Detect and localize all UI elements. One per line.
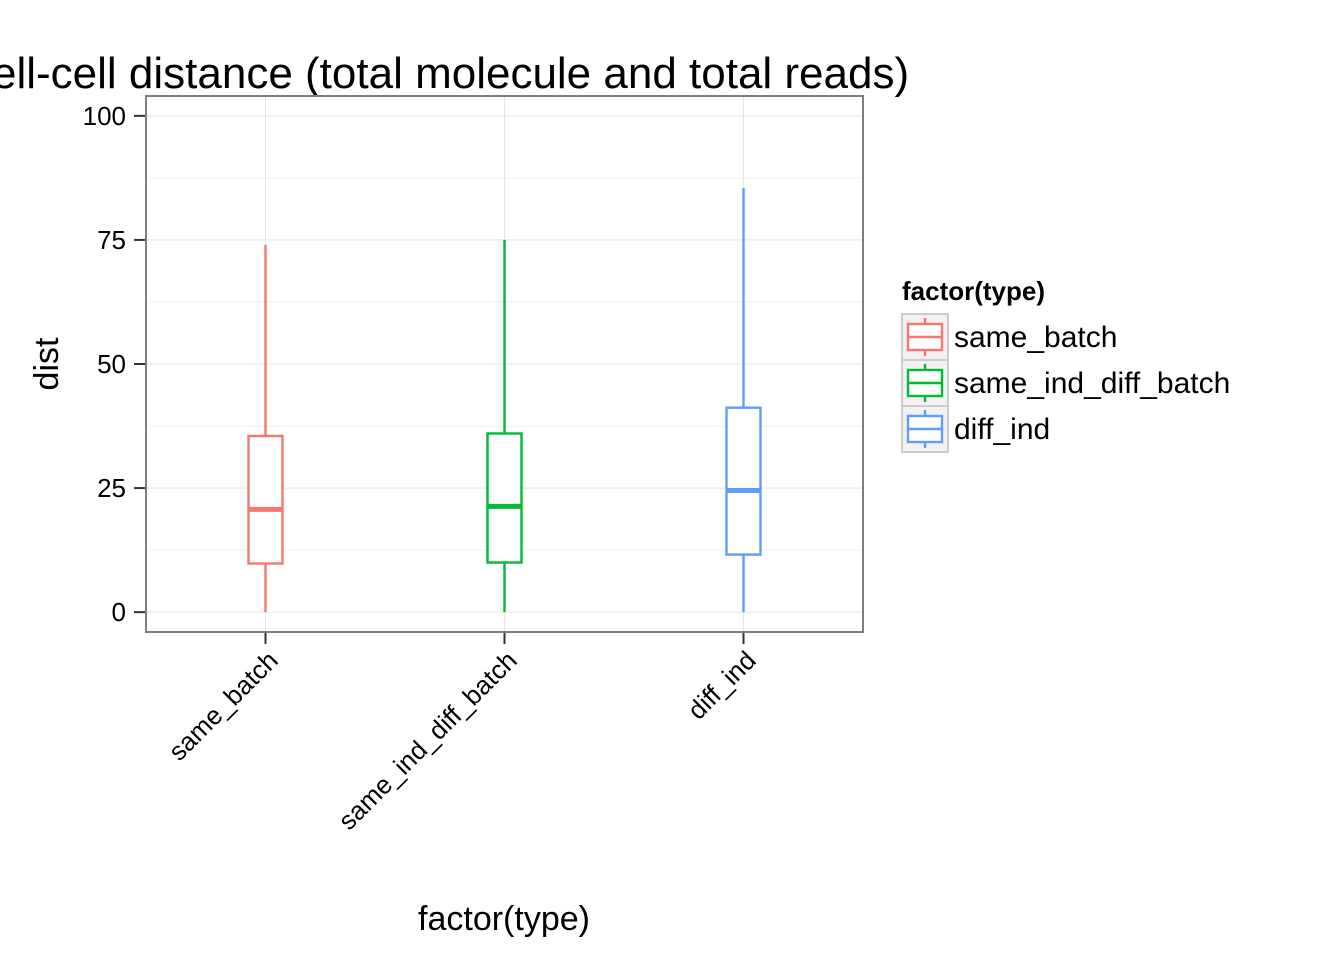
x-tick-label: same_ind_diff_batch	[332, 645, 523, 836]
iqr-box	[486, 432, 523, 564]
box-layer	[145, 95, 864, 633]
y-axis: 0 25 50 75 100	[83, 101, 146, 627]
y-tick-label: 100	[83, 101, 126, 131]
y-tick-label: 75	[97, 225, 126, 255]
panel-border	[145, 95, 864, 633]
y-tick-label: 0	[112, 597, 126, 627]
y-axis-title: dist	[28, 337, 66, 390]
legend-item-same_batch: same_batch	[901, 313, 1117, 361]
x-axis: same_batch same_ind_diff_batch diff_ind	[162, 632, 762, 836]
chart-title: ell-cell distance (total molecule and to…	[0, 49, 909, 98]
legend-item-diff_ind: diff_ind	[901, 405, 1050, 453]
x-tick-label: same_batch	[162, 645, 283, 766]
y-tick-label: 25	[97, 473, 126, 503]
x-tick-label: diff_ind	[682, 645, 762, 725]
legend: factor(type) same_batch same_ind_diff_bat…	[901, 276, 1230, 453]
legend-label: same_batch	[954, 321, 1117, 354]
iqr-box	[725, 406, 762, 556]
box-same_batch	[247, 244, 284, 613]
x-axis-title: factor(type)	[418, 900, 590, 938]
legend-label: diff_ind	[954, 413, 1050, 446]
box-diff_ind	[725, 187, 762, 613]
box-same_ind_diff_batch	[486, 239, 523, 613]
legend-label: same_ind_diff_batch	[954, 367, 1230, 400]
legend-item-same_ind_diff_batch: same_ind_diff_batch	[901, 359, 1230, 407]
iqr-box	[247, 434, 284, 565]
y-tick-label: 50	[97, 349, 126, 379]
legend-title: factor(type)	[902, 276, 1045, 306]
